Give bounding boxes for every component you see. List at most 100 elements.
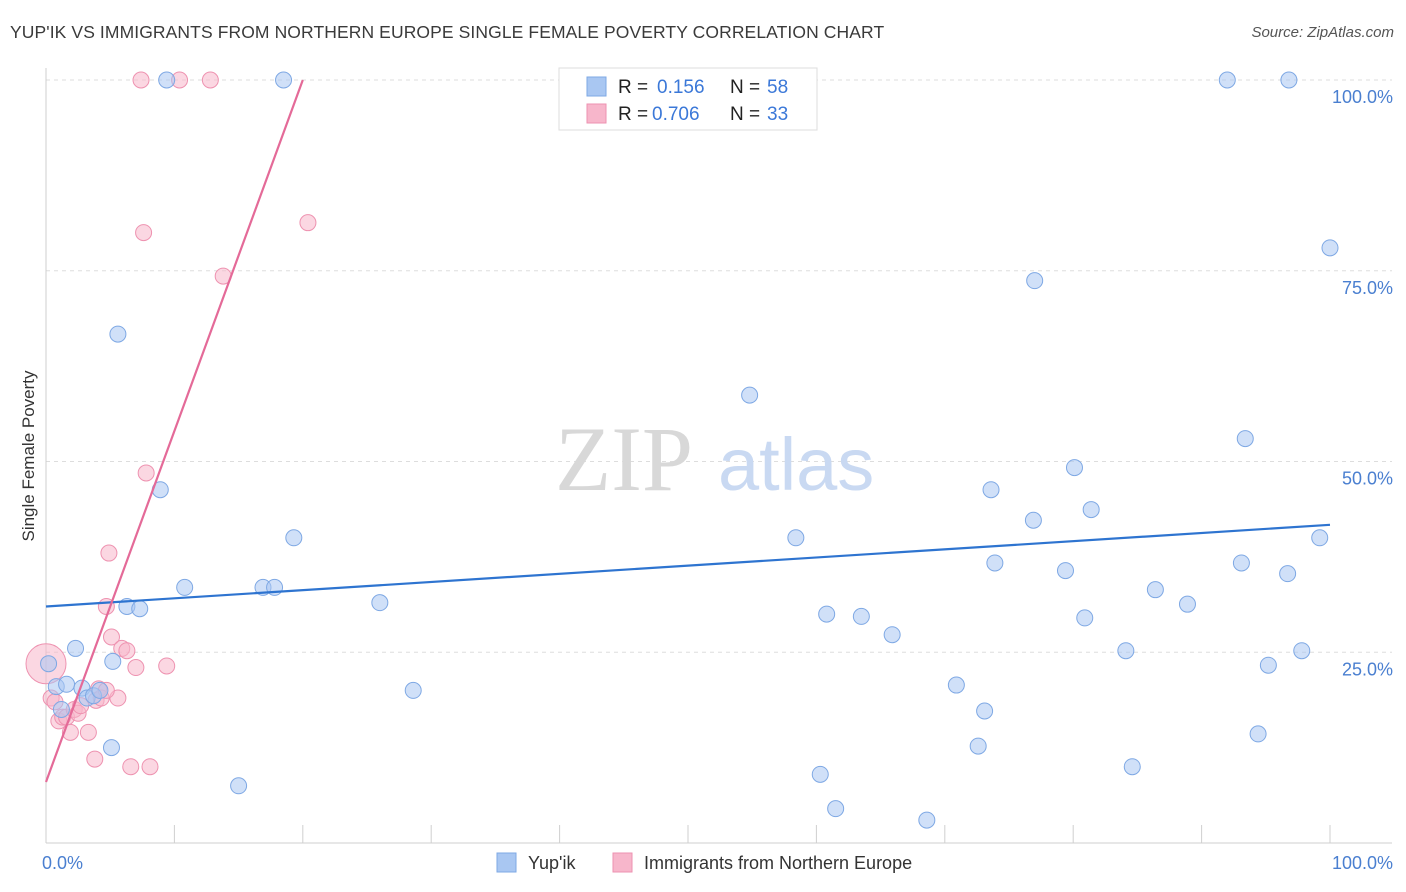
yupik-point-42 [1076,609,1094,627]
yupik-point-8 [91,681,109,699]
yupik-point-36 [982,481,1000,499]
immigrants-point-25 [137,464,155,482]
bottom-legend-swatch-yupik [496,852,517,873]
trend-line-yupik [45,523,1331,608]
watermark: ZIP atlas [555,408,874,510]
yupik-point-55 [1293,642,1311,660]
legend-r-label-2: R = [618,104,648,125]
y-tick-label-1: 50.0% [1342,469,1393,489]
yupik-point-23 [404,681,422,699]
yupik-point-41 [1065,459,1083,477]
yupik-point-35 [976,702,994,720]
watermark-atlas: atlas [718,423,874,506]
immigrants-point-22 [127,659,145,677]
bottom-legend: Yup'ik Immigrants from Northern Europe [496,852,912,873]
x-tick-label-0: 0.0% [42,853,83,873]
yupik-point-2 [52,700,70,718]
yupik-point-54 [1280,71,1298,89]
yupik-point-49 [1232,554,1250,572]
yupik-point-13 [131,600,149,618]
yupik-point-10 [104,652,122,670]
yupik-point-33 [947,676,965,694]
immigrants-point-23 [132,71,150,89]
legend-n-value-1: 58 [767,77,788,98]
yupik-point-29 [827,800,845,818]
immigrants-point-17 [102,628,120,646]
yupik-point-38 [1024,511,1042,529]
yupik-point-9 [102,739,120,757]
yupik-point-3 [58,675,76,693]
yupik-point-46 [1146,581,1164,599]
yupik-point-32 [918,811,936,829]
legend-n-label-2: N = [730,104,760,125]
chart-title: YUP'IK VS IMMIGRANTS FROM NORTHERN EUROP… [10,22,885,42]
legend-n-value-2: 33 [767,104,788,125]
legend-box: R = 0.156 N = 58 R = 0.706 N = 33 [558,67,818,131]
yupik-point-56 [1311,529,1329,547]
legend-r-value-2: 0.706 [652,104,700,125]
x-tick-label-1: 100.0% [1332,853,1393,873]
yupik-point-17 [230,777,248,795]
yupik-point-50 [1236,430,1254,448]
immigrants-point-20 [118,642,136,660]
yupik-point-15 [158,71,176,89]
immigrants-point-27 [158,657,176,675]
immigrants-point-16 [100,544,118,562]
yupik-point-31 [883,626,901,644]
immigrants-point-31 [299,214,317,232]
yupik-point-11 [109,325,127,343]
immigrants-point-24 [135,224,153,242]
legend-swatch-immigrants [586,103,607,124]
immigrants-point-11 [86,750,104,768]
yupik-point-22 [371,594,389,612]
yupik-point-21 [285,529,303,547]
y-tick-label-3: 100.0% [1332,87,1393,107]
axes [45,68,1392,844]
tick-labels: 25.0% 50.0% 75.0% 100.0% 0.0% 100.0% [42,87,1393,873]
yupik-point-39 [1026,272,1044,290]
bottom-legend-swatch-immigrants [612,852,633,873]
yupik-point-25 [741,386,759,404]
legend-n-label-1: N = [730,77,760,98]
legend-r-label-1: R = [618,77,648,98]
yupik-point-45 [1123,758,1141,776]
immigrants-point-10 [79,723,97,741]
yupik-point-48 [1218,71,1236,89]
series-immigrants-points [25,71,317,776]
y-tick-label-2: 75.0% [1342,278,1393,298]
bottom-legend-label-yupik: Yup'ik [528,853,576,873]
yupik-point-34 [969,737,987,755]
y-tick-label-0: 25.0% [1342,659,1393,679]
legend-r-value-1: 0.156 [657,77,705,98]
yupik-point-20 [275,71,293,89]
yupik-point-43 [1082,501,1100,519]
yupik-point-47 [1178,595,1196,613]
watermark-zip: ZIP [555,408,693,510]
immigrants-point-29 [201,71,219,89]
trend-line-immigrants [44,79,304,783]
bottom-legend-label-immigrants: Immigrants from Northern Europe [644,853,912,873]
yupik-point-51 [1249,725,1267,743]
legend-swatch-yupik [586,76,607,97]
y-axis-title: Single Female Poverty [19,370,38,542]
yupik-point-57 [1321,239,1339,257]
yupik-point-16 [176,578,194,596]
series-yupik-points [40,71,1339,829]
yupik-point-26 [787,529,805,547]
yupik-point-30 [852,607,870,625]
yupik-point-0 [40,655,58,673]
immigrants-point-26 [141,758,159,776]
trend-lines [44,79,1331,783]
yupik-point-37 [986,554,1004,572]
yupik-point-53 [1279,565,1297,583]
yupik-point-40 [1056,562,1074,580]
gridlines [46,79,1392,653]
yupik-point-52 [1259,656,1277,674]
yupik-point-28 [818,605,836,623]
yupik-point-27 [811,765,829,783]
source-label: Source: ZipAtlas.com [1251,24,1394,41]
yupik-point-44 [1117,642,1135,660]
immigrants-point-21 [122,758,140,776]
yupik-point-4 [67,639,85,657]
